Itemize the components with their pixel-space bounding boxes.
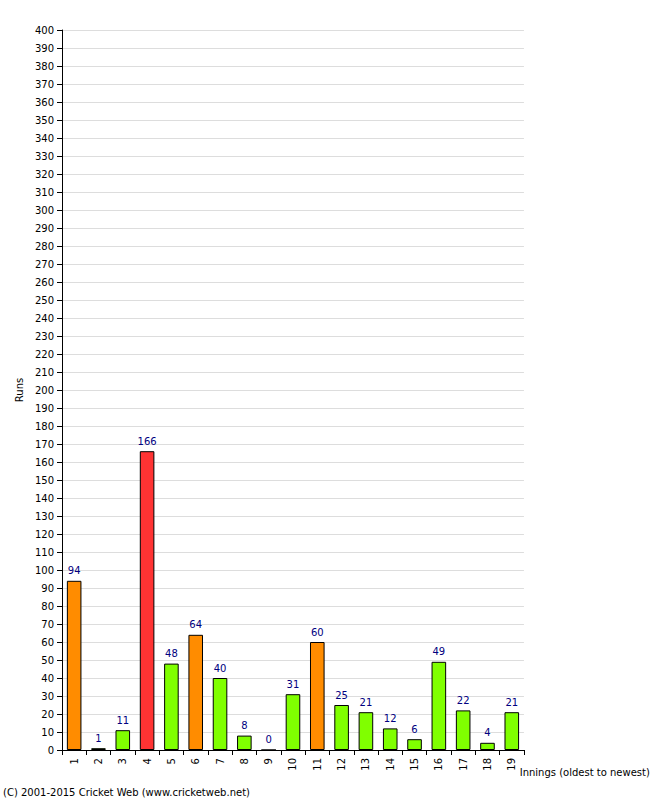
svg-text:130: 130: [35, 511, 54, 522]
svg-text:170: 170: [35, 439, 54, 450]
svg-text:5: 5: [166, 758, 177, 764]
svg-text:240: 240: [35, 313, 54, 324]
svg-text:(C) 2001-2015 Cricket Web (www: (C) 2001-2015 Cricket Web (www.cricketwe…: [3, 787, 250, 798]
svg-text:16: 16: [433, 758, 444, 771]
svg-text:60: 60: [311, 627, 324, 638]
svg-text:3: 3: [117, 758, 128, 764]
svg-text:7: 7: [215, 758, 226, 764]
svg-text:64: 64: [189, 619, 202, 630]
svg-text:11: 11: [312, 758, 323, 771]
svg-text:350: 350: [35, 115, 54, 126]
svg-text:6: 6: [190, 758, 201, 764]
svg-text:4: 4: [142, 758, 153, 764]
svg-text:11: 11: [116, 715, 129, 726]
svg-text:12: 12: [336, 758, 347, 771]
svg-text:19: 19: [506, 758, 517, 771]
svg-text:Innings (oldest to newest): Innings (oldest to newest): [520, 767, 650, 778]
svg-text:40: 40: [41, 673, 54, 684]
svg-text:370: 370: [35, 79, 54, 90]
svg-text:17: 17: [458, 758, 469, 771]
svg-text:8: 8: [239, 758, 250, 764]
svg-text:20: 20: [41, 709, 54, 720]
svg-text:290: 290: [35, 223, 54, 234]
svg-text:140: 140: [35, 493, 54, 504]
svg-text:230: 230: [35, 331, 54, 342]
svg-text:48: 48: [165, 648, 178, 659]
svg-text:200: 200: [35, 385, 54, 396]
svg-text:340: 340: [35, 133, 54, 144]
svg-text:380: 380: [35, 61, 54, 72]
svg-text:14: 14: [385, 758, 396, 771]
svg-text:12: 12: [384, 713, 397, 724]
svg-text:4: 4: [484, 727, 490, 738]
svg-text:360: 360: [35, 97, 54, 108]
svg-text:150: 150: [35, 475, 54, 486]
svg-text:6: 6: [411, 724, 417, 735]
svg-text:90: 90: [41, 583, 54, 594]
svg-text:13: 13: [360, 758, 371, 771]
svg-text:390: 390: [35, 43, 54, 54]
svg-text:166: 166: [138, 436, 157, 447]
svg-text:10: 10: [287, 758, 298, 771]
svg-text:1: 1: [95, 733, 101, 744]
svg-text:8: 8: [241, 720, 247, 731]
svg-text:270: 270: [35, 259, 54, 270]
svg-text:40: 40: [214, 663, 227, 674]
svg-text:300: 300: [35, 205, 54, 216]
svg-text:30: 30: [41, 691, 54, 702]
svg-text:320: 320: [35, 169, 54, 180]
svg-text:49: 49: [432, 646, 445, 657]
svg-text:110: 110: [35, 547, 54, 558]
svg-text:60: 60: [41, 637, 54, 648]
svg-text:94: 94: [68, 565, 81, 576]
svg-text:330: 330: [35, 151, 54, 162]
svg-text:250: 250: [35, 295, 54, 306]
svg-text:31: 31: [287, 679, 300, 690]
svg-text:180: 180: [35, 421, 54, 432]
svg-text:160: 160: [35, 457, 54, 468]
svg-text:15: 15: [409, 758, 420, 771]
svg-text:260: 260: [35, 277, 54, 288]
svg-text:100: 100: [35, 565, 54, 576]
svg-text:50: 50: [41, 655, 54, 666]
svg-text:0: 0: [48, 745, 54, 756]
svg-text:70: 70: [41, 619, 54, 630]
svg-text:18: 18: [482, 758, 493, 771]
svg-text:310: 310: [35, 187, 54, 198]
svg-text:9: 9: [263, 758, 274, 764]
svg-text:400: 400: [35, 25, 54, 36]
svg-text:280: 280: [35, 241, 54, 252]
svg-text:120: 120: [35, 529, 54, 540]
svg-text:220: 220: [35, 349, 54, 360]
svg-text:1: 1: [69, 758, 80, 764]
svg-text:21: 21: [360, 697, 373, 708]
svg-text:25: 25: [335, 690, 348, 701]
svg-text:80: 80: [41, 601, 54, 612]
svg-text:Runs: Runs: [14, 378, 25, 402]
svg-text:10: 10: [41, 727, 54, 738]
svg-text:21: 21: [505, 697, 518, 708]
svg-text:22: 22: [457, 695, 470, 706]
svg-text:0: 0: [265, 734, 271, 745]
svg-text:190: 190: [35, 403, 54, 414]
svg-text:210: 210: [35, 367, 54, 378]
svg-text:2: 2: [93, 758, 104, 764]
